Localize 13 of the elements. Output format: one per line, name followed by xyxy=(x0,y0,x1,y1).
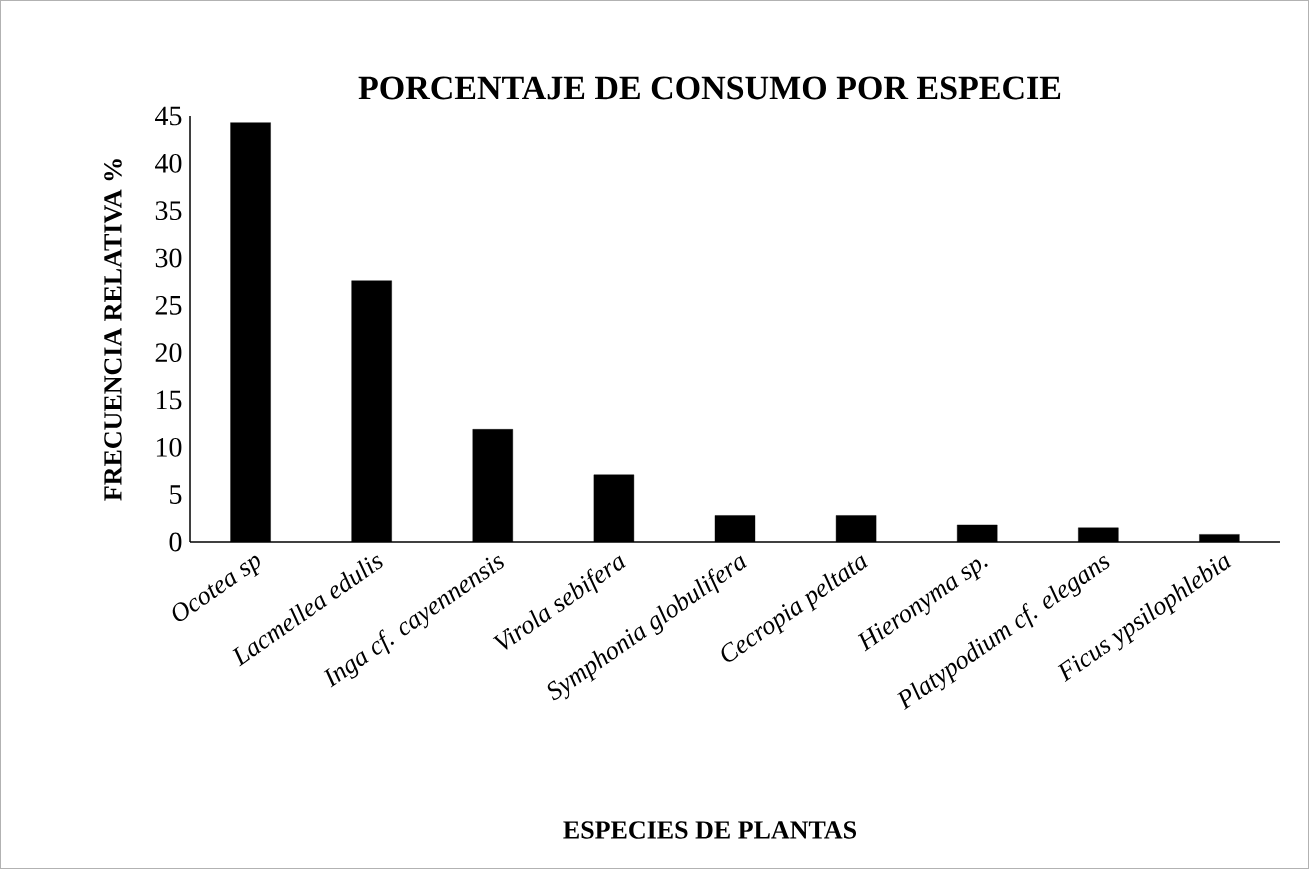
y-tick-label: 40 xyxy=(155,153,182,173)
y-tick-label: 25 xyxy=(155,295,182,315)
y-tick-label: 45 xyxy=(155,106,182,126)
y-tick-label: 5 xyxy=(170,485,182,504)
x-axis-title: ESPECIES DE PLANTAS xyxy=(563,821,857,839)
y-tick-label: 20 xyxy=(155,343,182,363)
y-tick-label: 0 xyxy=(169,532,182,552)
y-axis-title: FRECUENCIA RELATIVA % xyxy=(104,159,122,501)
y-tick-label: 15 xyxy=(156,390,182,410)
y-tick-label: 35 xyxy=(155,201,182,221)
y-tick-label: 30 xyxy=(155,248,182,268)
chart-title: PORCENTAJE DE CONSUMO POR ESPECIE xyxy=(358,76,1061,100)
y-tick-label: 10 xyxy=(156,437,182,457)
